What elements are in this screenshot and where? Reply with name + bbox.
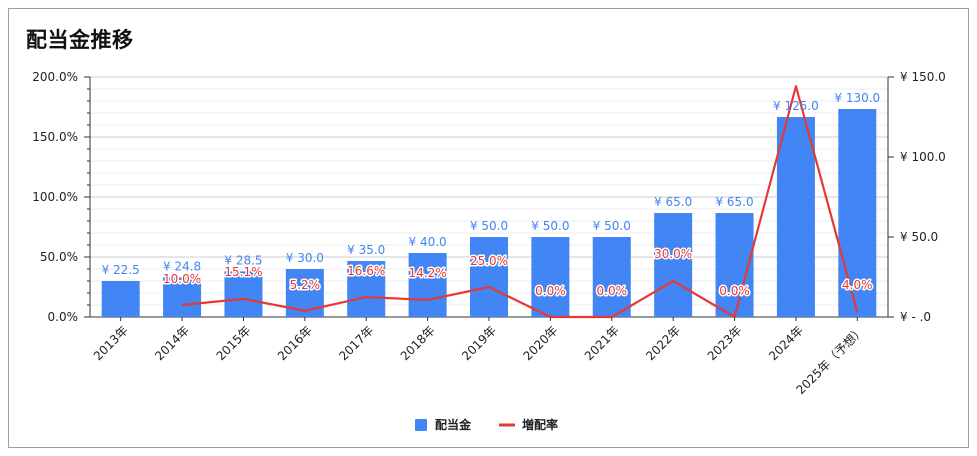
bar — [654, 213, 693, 317]
bar-value-label: ¥ 125.0 — [773, 99, 819, 113]
bar-value-label: ¥ 30.0 — [286, 251, 324, 265]
x-axis-tick-label: 2019年 — [459, 323, 499, 363]
bar — [592, 237, 631, 317]
x-axis-tick-label: 2017年 — [336, 323, 376, 363]
growth-rate-label: 0.0% — [719, 284, 750, 298]
bar-value-label: ¥ 40.0 — [409, 235, 447, 249]
x-axis-tick-label: 2014年 — [152, 323, 192, 363]
bar-value-label: ¥ 50.0 — [531, 219, 569, 233]
growth-rate-label: 25.0% — [470, 254, 508, 268]
x-axis-tick-label: 2020年 — [521, 323, 561, 363]
bar-value-label: ¥ 65.0 — [654, 195, 692, 209]
x-axis-tick-label: 2021年 — [582, 323, 622, 363]
right-axis-tick-label: ¥ - .0 — [900, 310, 931, 324]
bar-value-label: ¥ 35.0 — [347, 243, 385, 257]
growth-rate-label: 5.2% — [290, 278, 321, 292]
bar-value-label: ¥ 28.5 — [224, 253, 262, 267]
bar-value-label: ¥ 24.8 — [163, 259, 201, 273]
left-axis-tick-label: 200.0% — [32, 70, 78, 84]
bar-value-label: ¥ 65.0 — [715, 195, 753, 209]
x-axis-tick-label: 2022年 — [643, 323, 683, 363]
growth-rate-label: 14.2% — [409, 266, 447, 280]
legend-swatch-dividend — [415, 419, 427, 431]
x-axis-tick-label: 2024年 — [766, 323, 806, 363]
x-axis-tick-label: 2015年 — [214, 323, 254, 363]
axes: 0.0%50.0%100.0%150.0%200.0%¥ - .0¥ 50.0¥… — [32, 70, 946, 324]
line-series — [181, 85, 859, 319]
bar — [347, 261, 386, 317]
legend-label-dividend: 配当金 — [435, 417, 472, 432]
left-axis-tick-label: 150.0% — [32, 130, 78, 144]
left-axis-tick-label: 0.0% — [48, 310, 79, 324]
growth-rate-label: 15.1% — [224, 265, 262, 279]
left-axis-tick-label: 100.0% — [32, 190, 78, 204]
growth-rate-label: 10.0% — [163, 272, 201, 286]
bar-value-label: ¥ 50.0 — [593, 219, 631, 233]
bar-value-label: ¥ 22.5 — [102, 263, 140, 277]
bar — [224, 271, 263, 317]
bar-series — [101, 109, 877, 317]
left-axis-tick-label: 50.0% — [40, 250, 78, 264]
x-axis-tick-label: 2013年 — [91, 323, 131, 363]
x-axis-tick-label: 2023年 — [705, 323, 745, 363]
bar-value-label: ¥ 130.0 — [834, 91, 880, 105]
bar — [838, 109, 877, 317]
x-axis-ticks: 2013年 2014年 2015年 2016年 2017年 2018年 2019年 2020年… — [91, 317, 867, 397]
growth-rate-line — [181, 85, 859, 319]
x-axis-tick-label: 2016年 — [275, 323, 315, 363]
bar — [163, 277, 202, 317]
legend: 配当金 増配率 — [415, 417, 558, 432]
right-axis-tick-label: ¥ 100.0 — [900, 150, 946, 164]
right-axis-tick-label: ¥ 50.0 — [900, 230, 938, 244]
x-axis-tick-label: 2018年 — [398, 323, 438, 363]
growth-rate-label: 0.0% — [535, 284, 566, 298]
growth-rate-label: 30.0% — [654, 247, 692, 261]
growth-rate-label: 16.6% — [347, 264, 385, 278]
bar — [531, 237, 570, 317]
data-labels: ¥ 22.5 ¥ 24.8 ¥ 28.5 ¥ 30.0 ¥ 35.0 ¥ 40.0 ¥ 50… — [102, 91, 881, 300]
bar-value-label: ¥ 50.0 — [470, 219, 508, 233]
bar — [715, 213, 754, 317]
bar — [408, 253, 447, 317]
bar — [470, 237, 508, 317]
bar — [776, 117, 815, 317]
right-axis-tick-label: ¥ 150.0 — [900, 70, 946, 84]
bar — [101, 281, 140, 317]
chart-title: 配当金推移 — [26, 28, 134, 52]
legend-label-growth-rate: 増配率 — [522, 417, 558, 432]
growth-rate-label: 4.0% — [842, 278, 873, 292]
growth-rate-label: 0.0% — [597, 284, 628, 298]
